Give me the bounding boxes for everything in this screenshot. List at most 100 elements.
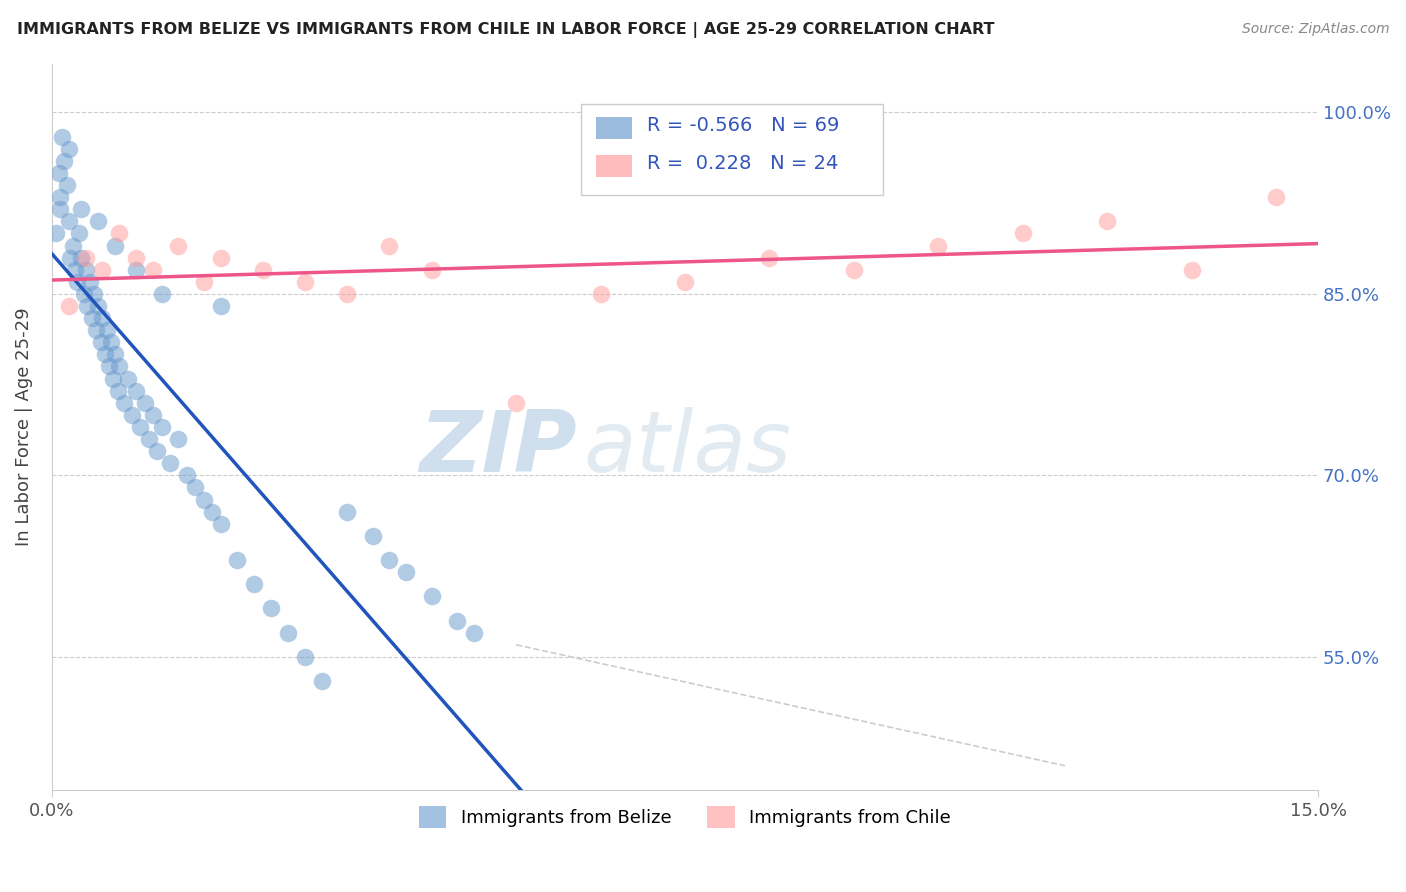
Point <box>87 299 110 313</box>
Point <box>96 323 118 337</box>
Point <box>107 384 129 398</box>
Point <box>75 262 97 277</box>
Point <box>150 420 173 434</box>
Point <box>463 625 485 640</box>
Point <box>59 251 82 265</box>
Point <box>51 129 73 144</box>
Point <box>193 492 215 507</box>
Text: Source: ZipAtlas.com: Source: ZipAtlas.com <box>1241 22 1389 37</box>
Text: atlas: atlas <box>583 408 792 491</box>
Y-axis label: In Labor Force | Age 25-29: In Labor Force | Age 25-29 <box>15 308 32 546</box>
Point <box>1011 227 1033 241</box>
Point <box>927 238 949 252</box>
Point <box>159 456 181 470</box>
Bar <box>596 117 631 139</box>
Point <box>1180 262 1202 277</box>
Point <box>378 238 401 252</box>
Point <box>336 505 359 519</box>
Point <box>184 480 207 494</box>
Point <box>142 262 165 277</box>
Point <box>129 420 152 434</box>
Point <box>673 275 696 289</box>
Point <box>209 516 232 531</box>
Point <box>201 505 224 519</box>
Point <box>209 299 232 313</box>
Point <box>420 262 443 277</box>
Point <box>65 262 87 277</box>
Point <box>94 347 117 361</box>
Point <box>75 251 97 265</box>
Point <box>100 335 122 350</box>
Point <box>108 227 131 241</box>
Point <box>226 553 249 567</box>
Point <box>49 190 72 204</box>
Point <box>87 214 110 228</box>
Point <box>1095 214 1118 228</box>
Bar <box>596 155 631 177</box>
Point <box>82 311 104 326</box>
Point <box>79 275 101 289</box>
Point <box>108 359 131 374</box>
Bar <box>581 104 883 194</box>
Text: IMMIGRANTS FROM BELIZE VS IMMIGRANTS FROM CHILE IN LABOR FORCE | AGE 25-29 CORRE: IMMIGRANTS FROM BELIZE VS IMMIGRANTS FRO… <box>17 22 994 38</box>
Point <box>252 262 274 277</box>
Point <box>167 432 190 446</box>
Point <box>104 238 127 252</box>
Point <box>138 432 160 446</box>
Point <box>1264 190 1286 204</box>
Point <box>62 238 84 252</box>
Point <box>125 251 148 265</box>
Point <box>91 262 114 277</box>
Point <box>125 384 148 398</box>
Point <box>66 275 89 289</box>
Point <box>56 178 79 192</box>
Point <box>70 202 93 217</box>
Point <box>121 408 143 422</box>
Point <box>70 251 93 265</box>
Point <box>209 251 232 265</box>
Point <box>294 275 316 289</box>
Point <box>243 577 266 591</box>
Point <box>49 202 72 217</box>
Point <box>112 396 135 410</box>
Point <box>67 227 90 241</box>
Point <box>277 625 299 640</box>
Point <box>378 553 401 567</box>
Point <box>90 335 112 350</box>
Point <box>45 227 67 241</box>
Point <box>146 444 169 458</box>
Point <box>73 287 96 301</box>
Text: R =  0.228   N = 24: R = 0.228 N = 24 <box>647 154 838 173</box>
Point <box>134 396 156 410</box>
Text: ZIP: ZIP <box>419 408 578 491</box>
Point <box>125 262 148 277</box>
Point <box>311 673 333 688</box>
Point <box>58 299 80 313</box>
Point <box>150 287 173 301</box>
Point <box>395 565 418 579</box>
Point <box>294 649 316 664</box>
Point <box>260 601 283 615</box>
Point <box>167 238 190 252</box>
Point <box>58 142 80 156</box>
Point <box>505 396 527 410</box>
Point <box>48 166 70 180</box>
Point <box>758 251 780 265</box>
Point <box>103 371 125 385</box>
Point <box>117 371 139 385</box>
Point <box>589 287 612 301</box>
Point <box>83 287 105 301</box>
Point <box>53 153 76 168</box>
Point <box>842 262 865 277</box>
Point <box>176 468 198 483</box>
Point <box>193 275 215 289</box>
Point <box>76 299 98 313</box>
Point <box>142 408 165 422</box>
Legend: Immigrants from Belize, Immigrants from Chile: Immigrants from Belize, Immigrants from … <box>412 799 957 835</box>
Point <box>446 614 468 628</box>
Point <box>104 347 127 361</box>
Point <box>98 359 121 374</box>
Point <box>58 214 80 228</box>
Point <box>84 323 107 337</box>
Point <box>91 311 114 326</box>
